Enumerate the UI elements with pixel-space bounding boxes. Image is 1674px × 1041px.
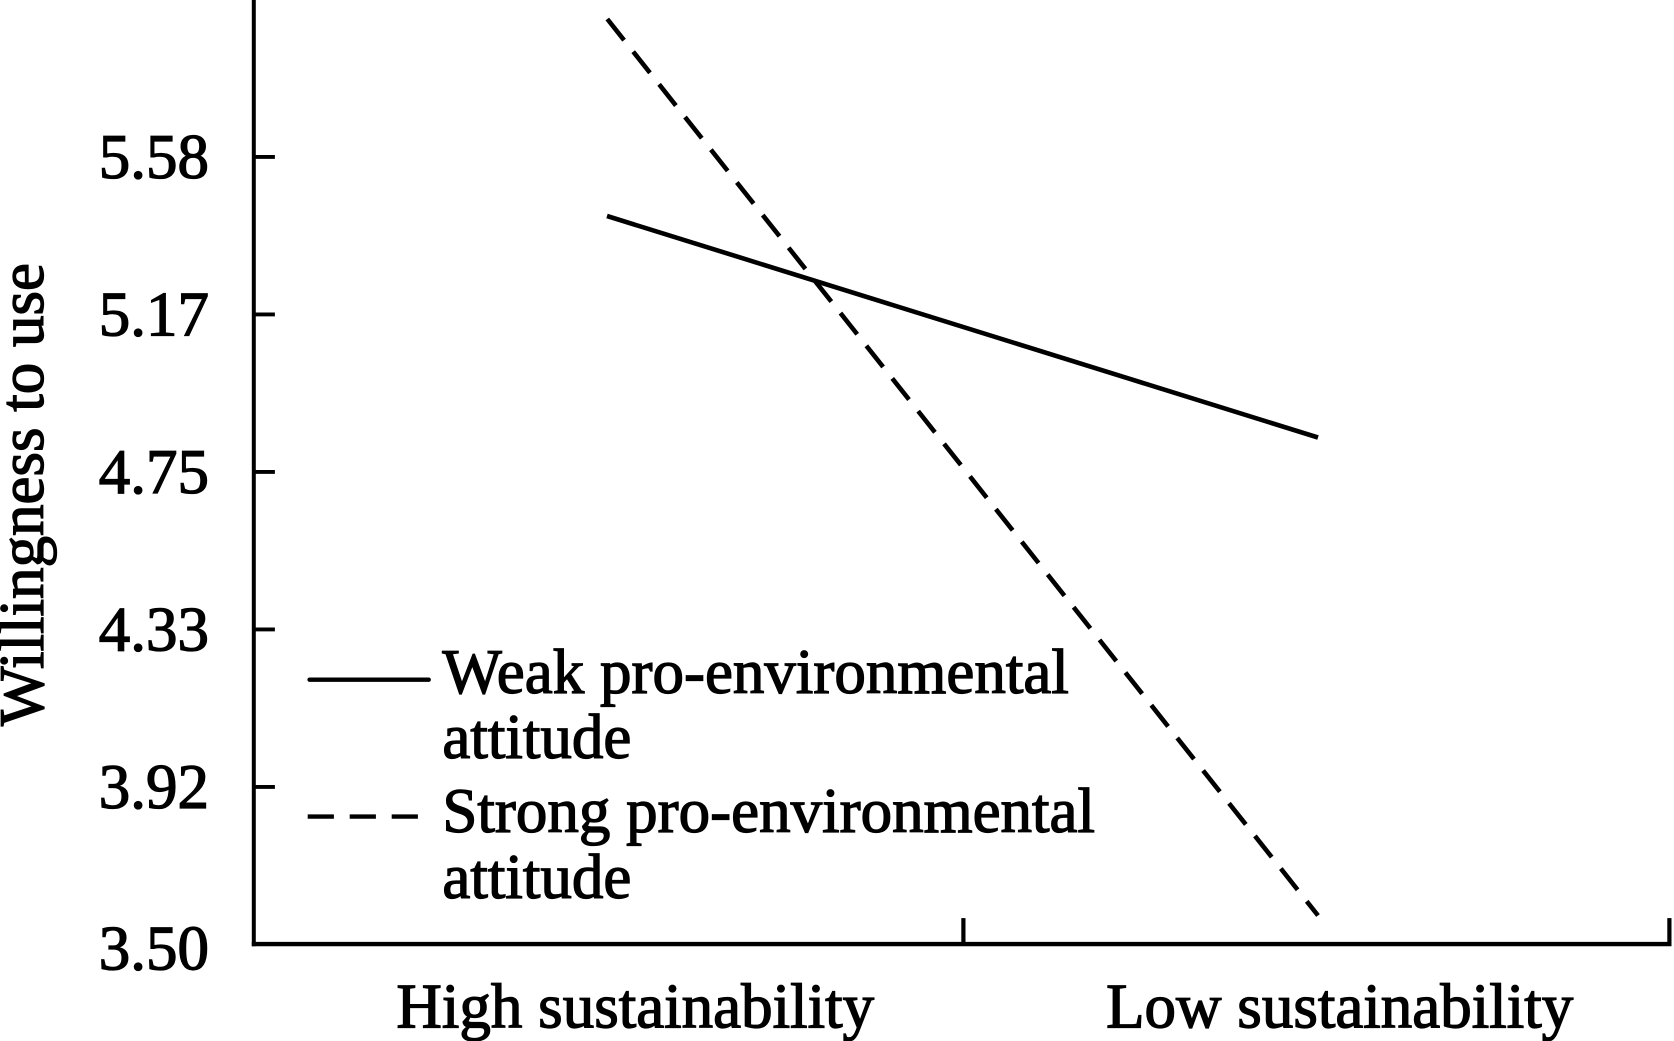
svg-text:5.58: 5.58	[99, 122, 209, 192]
svg-text:4.33: 4.33	[99, 594, 209, 664]
svg-text:Low sustainability: Low sustainability	[1106, 971, 1574, 1041]
svg-text:3.50: 3.50	[99, 913, 209, 983]
svg-text:Strong pro-environmental: Strong pro-environmental	[442, 776, 1095, 846]
svg-text:Willingness to use: Willingness to use	[0, 263, 57, 726]
svg-text:5.17: 5.17	[99, 279, 209, 349]
svg-text:Weak pro-environmental: Weak pro-environmental	[442, 637, 1068, 707]
svg-text:High sustainability: High sustainability	[396, 971, 874, 1041]
svg-text:attitude: attitude	[442, 702, 631, 772]
svg-text:attitude: attitude	[442, 842, 631, 912]
svg-text:3.92: 3.92	[99, 752, 209, 822]
svg-text:4.75: 4.75	[99, 437, 209, 507]
